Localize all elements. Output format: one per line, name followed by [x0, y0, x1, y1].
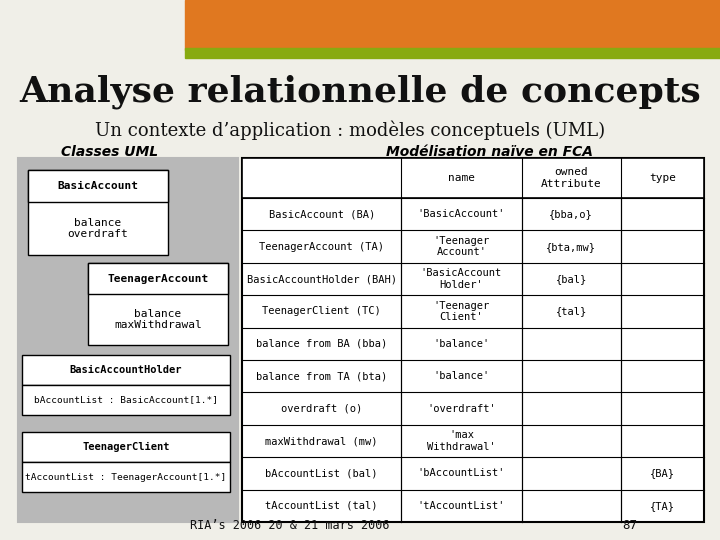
Text: {TA}: {TA}	[650, 501, 675, 511]
Text: balance from BA (bba): balance from BA (bba)	[256, 339, 387, 349]
Text: {bal}: {bal}	[556, 274, 587, 284]
Text: balance from TA (bta): balance from TA (bta)	[256, 371, 387, 381]
Text: RIA’s 2006 20 & 21 mars 2006: RIA’s 2006 20 & 21 mars 2006	[190, 519, 390, 532]
Text: TeenagerAccount: TeenagerAccount	[107, 274, 209, 284]
Text: TeenagerClient: TeenagerClient	[82, 442, 170, 452]
Text: owned
Attribute: owned Attribute	[541, 167, 601, 189]
Bar	[22, 432, 230, 462]
Text: 'Teenager
Client': 'Teenager Client'	[433, 301, 490, 322]
Bar	[22, 355, 230, 385]
Bar	[185, 0, 720, 50]
Text: BasicAccount (BA): BasicAccount (BA)	[269, 209, 375, 219]
Text: balance
maxWithdrawal: balance maxWithdrawal	[114, 309, 202, 330]
Text: maxWithdrawal (mw): maxWithdrawal (mw)	[266, 436, 378, 446]
Bar	[22, 385, 230, 415]
Text: overdraft (o): overdraft (o)	[281, 403, 362, 414]
Text: bAccountList : BasicAccount[1.*]: bAccountList : BasicAccount[1.*]	[34, 395, 218, 404]
Bar	[242, 158, 704, 522]
Bar	[242, 158, 704, 198]
Text: Modélisation naïve en FCA: Modélisation naïve en FCA	[387, 145, 593, 159]
Text: BasicAccount: BasicAccount	[58, 181, 138, 191]
Text: 'BasicAccount
Holder': 'BasicAccount Holder'	[420, 268, 502, 290]
Text: 'overdraft': 'overdraft'	[427, 403, 496, 414]
Text: 'tAccountList': 'tAccountList'	[418, 501, 505, 511]
Text: tAccountList : TeenagerAccount[1.*]: tAccountList : TeenagerAccount[1.*]	[25, 472, 227, 482]
Text: bAccountList (bal): bAccountList (bal)	[266, 468, 378, 478]
Text: {bba,o}: {bba,o}	[549, 209, 593, 219]
Text: Classes UML: Classes UML	[61, 145, 158, 159]
Bar	[18, 158, 238, 522]
Text: tAccountList (tal): tAccountList (tal)	[266, 501, 378, 511]
Text: {BA}: {BA}	[650, 468, 675, 478]
Bar	[88, 263, 228, 345]
Text: TeenagerAccount (TA): TeenagerAccount (TA)	[259, 241, 384, 252]
Text: 'balance': 'balance'	[433, 339, 490, 349]
Text: TeenagerClient (TC): TeenagerClient (TC)	[262, 306, 381, 316]
Bar	[28, 170, 168, 255]
Text: BasicAccountHolder: BasicAccountHolder	[70, 365, 182, 375]
Text: 'bAccountList': 'bAccountList'	[418, 468, 505, 478]
Text: 'BasicAccount': 'BasicAccount'	[418, 209, 505, 219]
Bar	[185, 48, 720, 58]
Text: type: type	[649, 173, 676, 183]
Text: 'Teenager
Account': 'Teenager Account'	[433, 236, 490, 258]
Bar	[22, 462, 230, 492]
Text: {bta,mw}: {bta,mw}	[546, 241, 596, 252]
Text: 87: 87	[623, 519, 637, 532]
Text: name: name	[448, 173, 475, 183]
Text: {tal}: {tal}	[556, 306, 587, 316]
Text: balance
overdraft: balance overdraft	[68, 218, 128, 239]
Text: Analyse relationnelle de concepts: Analyse relationnelle de concepts	[19, 75, 701, 109]
Text: 'max
Withdrawal': 'max Withdrawal'	[427, 430, 496, 452]
Bar	[28, 170, 168, 202]
Text: BasicAccountHolder (BAH): BasicAccountHolder (BAH)	[247, 274, 397, 284]
Text: 'balance': 'balance'	[433, 371, 490, 381]
Bar	[88, 263, 228, 294]
Text: Un contexte d’application : modèles conceptuels (UML): Un contexte d’application : modèles conc…	[95, 120, 605, 140]
